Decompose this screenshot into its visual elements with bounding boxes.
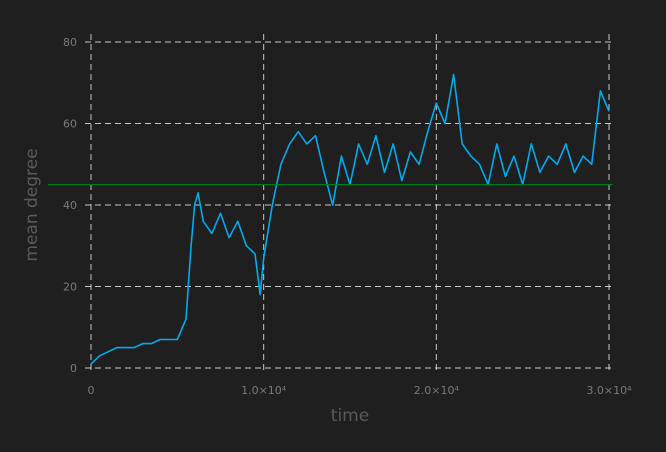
x-tick-label: 3.0×10⁴ bbox=[586, 384, 632, 397]
x-tick-label: 1.0×10⁴ bbox=[241, 384, 287, 397]
grid-lines bbox=[85, 34, 615, 374]
x-axis-label: time bbox=[331, 406, 369, 426]
mean-degree-series-line bbox=[90, 73, 610, 365]
x-tick-label: 0 bbox=[88, 384, 95, 397]
y-tick-label: 80 bbox=[63, 36, 77, 49]
tick-labels: 0 20 40 60 80 0 1.0×10⁴ 2.0×10⁴ 3.0×10⁴ bbox=[63, 36, 632, 397]
series-layer bbox=[47, 73, 613, 365]
y-tick-label: 20 bbox=[63, 281, 77, 294]
x-tick-label: 2.0×10⁴ bbox=[414, 384, 460, 397]
y-tick-label: 0 bbox=[70, 362, 77, 375]
y-tick-label: 40 bbox=[63, 199, 77, 212]
y-axis-label: mean degree bbox=[22, 148, 42, 261]
y-tick-label: 60 bbox=[63, 118, 77, 131]
